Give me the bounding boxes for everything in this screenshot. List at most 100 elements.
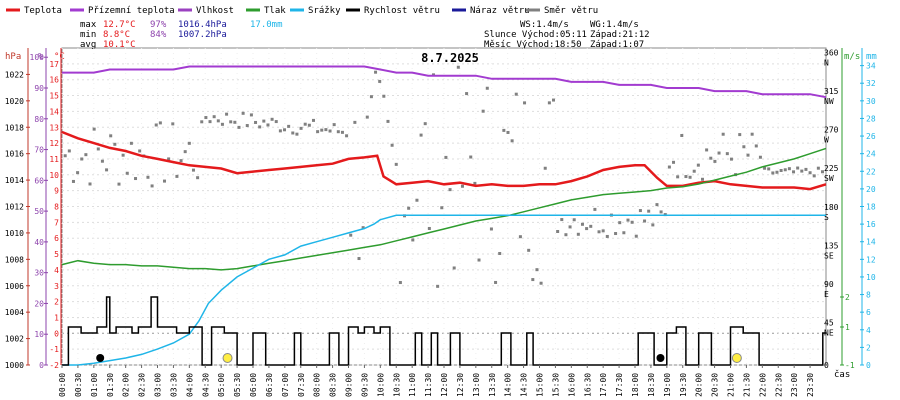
legend-label: Teplota bbox=[24, 6, 62, 16]
tick-label-mm: 4 bbox=[866, 326, 871, 335]
tick-label-x: 14:00 bbox=[504, 373, 513, 397]
tick-label-mm: 30 bbox=[866, 97, 876, 106]
wind-dir-point bbox=[564, 233, 568, 237]
tick-label-dir: N bbox=[824, 59, 829, 68]
tick-label-x: 07:30 bbox=[297, 373, 306, 397]
wind-dir-point bbox=[291, 131, 295, 135]
wind-dir-point bbox=[456, 65, 460, 69]
tick-label-x: 05:30 bbox=[233, 373, 242, 397]
wind-dir-point bbox=[523, 101, 527, 105]
wind-dir-point bbox=[485, 86, 489, 90]
wind-dir-point bbox=[154, 123, 158, 127]
wind-dir-point bbox=[258, 125, 262, 129]
legend-label: Přízemní teplota bbox=[88, 6, 175, 16]
stat-max-rain: 17.0mm bbox=[250, 20, 283, 30]
tick-label-temp: 2 bbox=[54, 298, 59, 307]
wind-dir-point bbox=[543, 166, 547, 170]
astro-ws: WS:1.4m/s bbox=[520, 20, 569, 30]
wind-dir-point bbox=[655, 203, 659, 207]
axis-unit-ms: m/s bbox=[844, 52, 860, 62]
wind-dir-point bbox=[779, 168, 783, 172]
wind-dir-point bbox=[316, 130, 320, 134]
wind-dir-point bbox=[638, 209, 642, 213]
wind-dir-point bbox=[299, 126, 303, 130]
tick-label-temp: 4 bbox=[54, 266, 59, 275]
tick-label-x: 14:30 bbox=[520, 373, 529, 397]
wind-dir-point bbox=[134, 177, 138, 181]
wind-dir-point bbox=[688, 175, 692, 179]
wind-dir-point bbox=[506, 130, 510, 134]
wind-dir-point bbox=[667, 165, 671, 169]
wind-dir-point bbox=[311, 118, 315, 122]
wind-dir-point bbox=[270, 117, 274, 121]
wind-dir-point bbox=[547, 101, 551, 105]
tick-label-x: 06:00 bbox=[249, 373, 258, 397]
tick-label-x: 09:00 bbox=[345, 373, 354, 397]
tick-label-temp: 5 bbox=[54, 250, 59, 259]
wind-dir-point bbox=[283, 128, 287, 132]
tick-label-x: 07:00 bbox=[281, 373, 290, 397]
wind-dir-point bbox=[419, 133, 423, 137]
wind-dir-point bbox=[539, 281, 543, 285]
wind-dir-point bbox=[477, 258, 481, 262]
wind-dir-point bbox=[518, 235, 522, 239]
stat-avg-label: avg bbox=[80, 40, 96, 50]
tick-label-x: 21:30 bbox=[742, 373, 751, 397]
tick-label-x: 02:30 bbox=[138, 373, 147, 397]
stat-min-press: 1007.2hPa bbox=[178, 30, 227, 40]
tick-label-pct: 70 bbox=[34, 146, 44, 155]
tick-label-mm: 20 bbox=[866, 185, 876, 194]
tick-label-x: 12:00 bbox=[440, 373, 449, 397]
tick-label-x: 13:00 bbox=[472, 373, 481, 397]
axis-unit-pct: % bbox=[38, 52, 44, 62]
wind-dir-point bbox=[390, 143, 394, 147]
wind-dir-point bbox=[767, 167, 771, 171]
wind-dir-point bbox=[200, 120, 204, 124]
tick-label-temp: 16 bbox=[49, 76, 59, 85]
wind-dir-point bbox=[738, 133, 742, 137]
tick-label-mm: 2 bbox=[866, 343, 871, 352]
wind-dir-point bbox=[167, 157, 171, 161]
wind-dir-point bbox=[378, 79, 382, 83]
wind-dir-point bbox=[80, 157, 84, 161]
wind-dir-point bbox=[816, 166, 820, 170]
stat-avg-temp: 10.1°C bbox=[103, 40, 136, 50]
tick-label-x: 08:30 bbox=[329, 373, 338, 397]
tick-label-hpa: 1020 bbox=[5, 97, 24, 106]
wind-dir-point bbox=[552, 98, 556, 102]
wind-dir-point bbox=[618, 221, 622, 225]
tick-label-temp: 3 bbox=[54, 282, 59, 291]
wind-dir-point bbox=[307, 123, 311, 127]
chart-date: 8.7.2025 bbox=[421, 51, 479, 65]
wind-dir-point bbox=[754, 144, 758, 148]
series-line bbox=[62, 214, 826, 366]
axis-unit-temp: °C bbox=[54, 52, 65, 62]
tick-label-mm: 10 bbox=[866, 273, 876, 282]
tick-label-dir: NE bbox=[824, 328, 834, 337]
legend-label: Rychlost větru bbox=[364, 6, 440, 16]
tick-label-dir: W bbox=[824, 136, 829, 145]
wind-dir-point bbox=[229, 120, 233, 124]
wind-dir-point bbox=[465, 92, 469, 96]
wind-dir-point bbox=[502, 128, 506, 132]
series-line bbox=[61, 147, 827, 271]
tick-label-mm: 26 bbox=[866, 132, 876, 141]
wind-dir-point bbox=[634, 234, 638, 238]
tick-label-dir: 0 bbox=[824, 361, 829, 370]
tick-label-x: 01:00 bbox=[90, 373, 99, 397]
wind-dir-point bbox=[340, 130, 344, 134]
wind-dir-point bbox=[287, 124, 291, 128]
wind-dir-point bbox=[812, 174, 816, 178]
astro-sun-rise: Slunce Východ:05:11 bbox=[484, 30, 587, 40]
tick-label-mm: 14 bbox=[866, 238, 876, 247]
tick-label-mm: 18 bbox=[866, 203, 876, 212]
wind-dir-point bbox=[274, 120, 278, 124]
wind-dir-point bbox=[676, 175, 680, 179]
tick-label-hpa: 1000 bbox=[5, 361, 24, 370]
wind-dir-point bbox=[324, 128, 328, 132]
tick-label-pct: 50 bbox=[34, 207, 44, 216]
tick-label-x: 06:30 bbox=[265, 373, 274, 397]
wind-dir-point bbox=[332, 123, 336, 127]
tick-label-x: 09:30 bbox=[360, 373, 369, 397]
